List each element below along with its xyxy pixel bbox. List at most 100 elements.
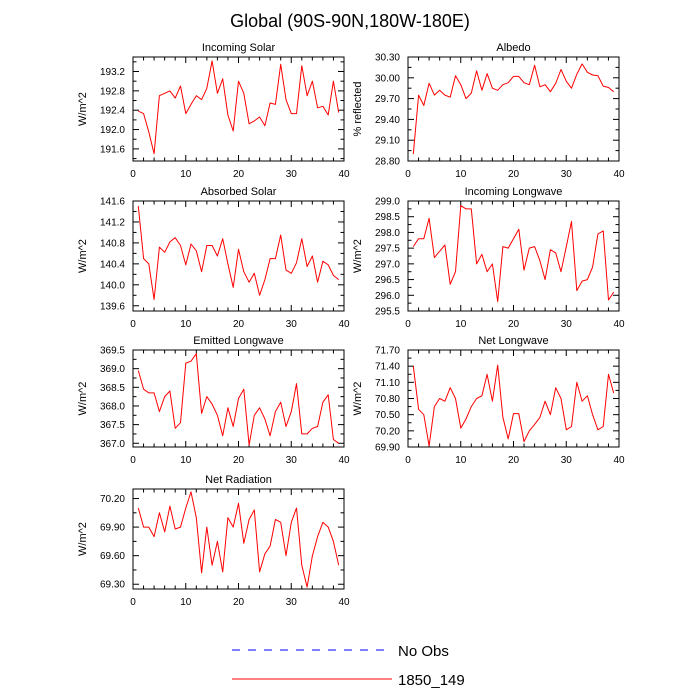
y-tick-label: 30.00 xyxy=(375,73,400,84)
x-tick-label: 10 xyxy=(455,319,467,330)
x-tick-label: 0 xyxy=(130,319,136,330)
panel-2: Albedo % reflected 0 10 20 30 40 28.80 29.10 29.4… xyxy=(352,42,625,180)
y-tick-label: 71.40 xyxy=(375,362,400,373)
y-tick-label: 368.0 xyxy=(100,401,125,412)
panel-6: Net Longwave W/m^2 0 10 20 30 40 69.90 70.20 70.5… xyxy=(352,335,625,466)
y-tick-label: 369.5 xyxy=(100,346,125,357)
x-tick-label: 40 xyxy=(338,455,350,466)
x-tick-label: 10 xyxy=(180,455,192,466)
y-axis-label: W/m^2 xyxy=(77,92,89,126)
y-tick-label: 295.5 xyxy=(375,307,400,318)
y-axis-label: W/m^2 xyxy=(77,239,89,273)
y-tick-label: 30.30 xyxy=(375,53,400,64)
y-tick-label: 70.50 xyxy=(375,410,400,421)
panel-title: Albedo xyxy=(496,42,530,54)
x-tick-label: 40 xyxy=(338,597,350,608)
x-tick-label: 0 xyxy=(405,319,411,330)
x-tick-label: 10 xyxy=(455,169,467,180)
y-tick-label: 29.40 xyxy=(375,115,400,126)
x-tick-label: 40 xyxy=(613,455,625,466)
panel-title: Net Radiation xyxy=(205,474,272,486)
legend-model-label: 1850_149 xyxy=(398,672,465,689)
x-tick-label: 40 xyxy=(613,319,625,330)
y-tick-label: 70.80 xyxy=(375,394,400,405)
series-line-1850_149 xyxy=(412,205,615,303)
y-tick-label: 193.2 xyxy=(100,67,125,78)
y-tick-label: 69.90 xyxy=(375,443,400,454)
x-tick-label: 30 xyxy=(286,455,298,466)
y-axis-label: W/m^2 xyxy=(352,239,364,273)
x-tick-label: 0 xyxy=(405,169,411,180)
x-tick-label: 10 xyxy=(180,169,192,180)
x-tick-label: 40 xyxy=(613,169,625,180)
legend-obs-label: No Obs xyxy=(398,643,449,660)
y-tick-label: 296.0 xyxy=(375,291,400,302)
x-tick-label: 30 xyxy=(286,597,298,608)
series-line-1850_149 xyxy=(137,206,340,300)
series-line-1850_149 xyxy=(137,491,340,588)
y-tick-label: 71.70 xyxy=(375,346,400,357)
x-tick-label: 30 xyxy=(286,169,298,180)
panel-1: Incoming Solar W/m^2 0 10 20 30 40 191.6 192.0 19… xyxy=(77,42,350,180)
x-tick-label: 0 xyxy=(405,455,411,466)
y-tick-label: 192.8 xyxy=(100,86,125,97)
x-tick-label: 20 xyxy=(508,455,520,466)
x-tick-label: 10 xyxy=(180,319,192,330)
y-tick-label: 29.70 xyxy=(375,94,400,105)
y-tick-label: 299.0 xyxy=(375,197,400,208)
y-tick-label: 140.4 xyxy=(100,259,125,270)
series-line-1850_149 xyxy=(138,60,340,155)
x-tick-label: 40 xyxy=(338,169,350,180)
y-tick-label: 71.10 xyxy=(375,378,400,389)
y-tick-label: 191.6 xyxy=(100,144,125,155)
panel-7: Net Radiation W/m^2 0 10 20 30 40 69.30 69.60 69.… xyxy=(77,474,350,608)
legend: No Obs 1850_149 xyxy=(232,643,465,689)
plot-frame xyxy=(132,56,345,162)
y-tick-label: 70.20 xyxy=(375,426,400,437)
x-tick-label: 20 xyxy=(233,319,245,330)
y-axis-label: W/m^2 xyxy=(352,382,364,416)
series-line-1850_149 xyxy=(137,353,339,446)
series-line-1850_149 xyxy=(412,364,615,447)
x-tick-label: 20 xyxy=(508,169,520,180)
panel-5: Emitted Longwave W/m^2 0 10 20 30 40 367.0 367.5… xyxy=(77,335,350,466)
x-tick-label: 30 xyxy=(561,319,573,330)
y-tick-label: 297.0 xyxy=(375,259,400,270)
x-tick-label: 20 xyxy=(233,597,245,608)
y-axis-label: % reflected xyxy=(352,81,364,136)
x-tick-label: 20 xyxy=(233,169,245,180)
panels-group: Incoming Solar W/m^2 0 10 20 30 40 191.6 192.0 19… xyxy=(77,42,625,608)
x-tick-label: 30 xyxy=(561,169,573,180)
x-tick-label: 0 xyxy=(130,455,136,466)
x-tick-label: 30 xyxy=(561,455,573,466)
y-tick-label: 192.0 xyxy=(100,125,125,136)
x-tick-label: 20 xyxy=(233,455,245,466)
y-tick-label: 69.30 xyxy=(100,580,125,591)
plot-frame xyxy=(407,200,620,312)
panel-title: Net Longwave xyxy=(478,335,548,347)
panel-title: Incoming Longwave xyxy=(465,186,563,198)
y-tick-label: 297.5 xyxy=(375,244,400,255)
y-tick-label: 140.8 xyxy=(100,238,125,249)
y-tick-label: 29.10 xyxy=(375,136,400,147)
y-tick-label: 139.6 xyxy=(100,301,125,312)
panel-title: Absorbed Solar xyxy=(201,186,277,198)
y-tick-label: 367.5 xyxy=(100,420,125,431)
x-tick-label: 0 xyxy=(130,169,136,180)
y-tick-label: 70.20 xyxy=(100,494,125,505)
y-tick-label: 296.5 xyxy=(375,275,400,286)
y-tick-label: 28.80 xyxy=(375,157,400,168)
y-axis-label: W/m^2 xyxy=(77,522,89,556)
y-tick-label: 298.0 xyxy=(375,228,400,239)
y-tick-label: 192.4 xyxy=(100,106,125,117)
y-tick-label: 140.0 xyxy=(100,280,125,291)
y-tick-label: 69.60 xyxy=(100,551,125,562)
panel-title: Incoming Solar xyxy=(202,42,276,54)
y-tick-label: 369.0 xyxy=(100,364,125,375)
x-tick-label: 10 xyxy=(180,597,192,608)
x-tick-label: 40 xyxy=(338,319,350,330)
y-tick-label: 368.5 xyxy=(100,383,125,394)
y-tick-label: 367.0 xyxy=(100,439,125,450)
panel-3: Absorbed Solar W/m^2 0 10 20 30 40 139.6 140.0 14… xyxy=(77,186,350,330)
